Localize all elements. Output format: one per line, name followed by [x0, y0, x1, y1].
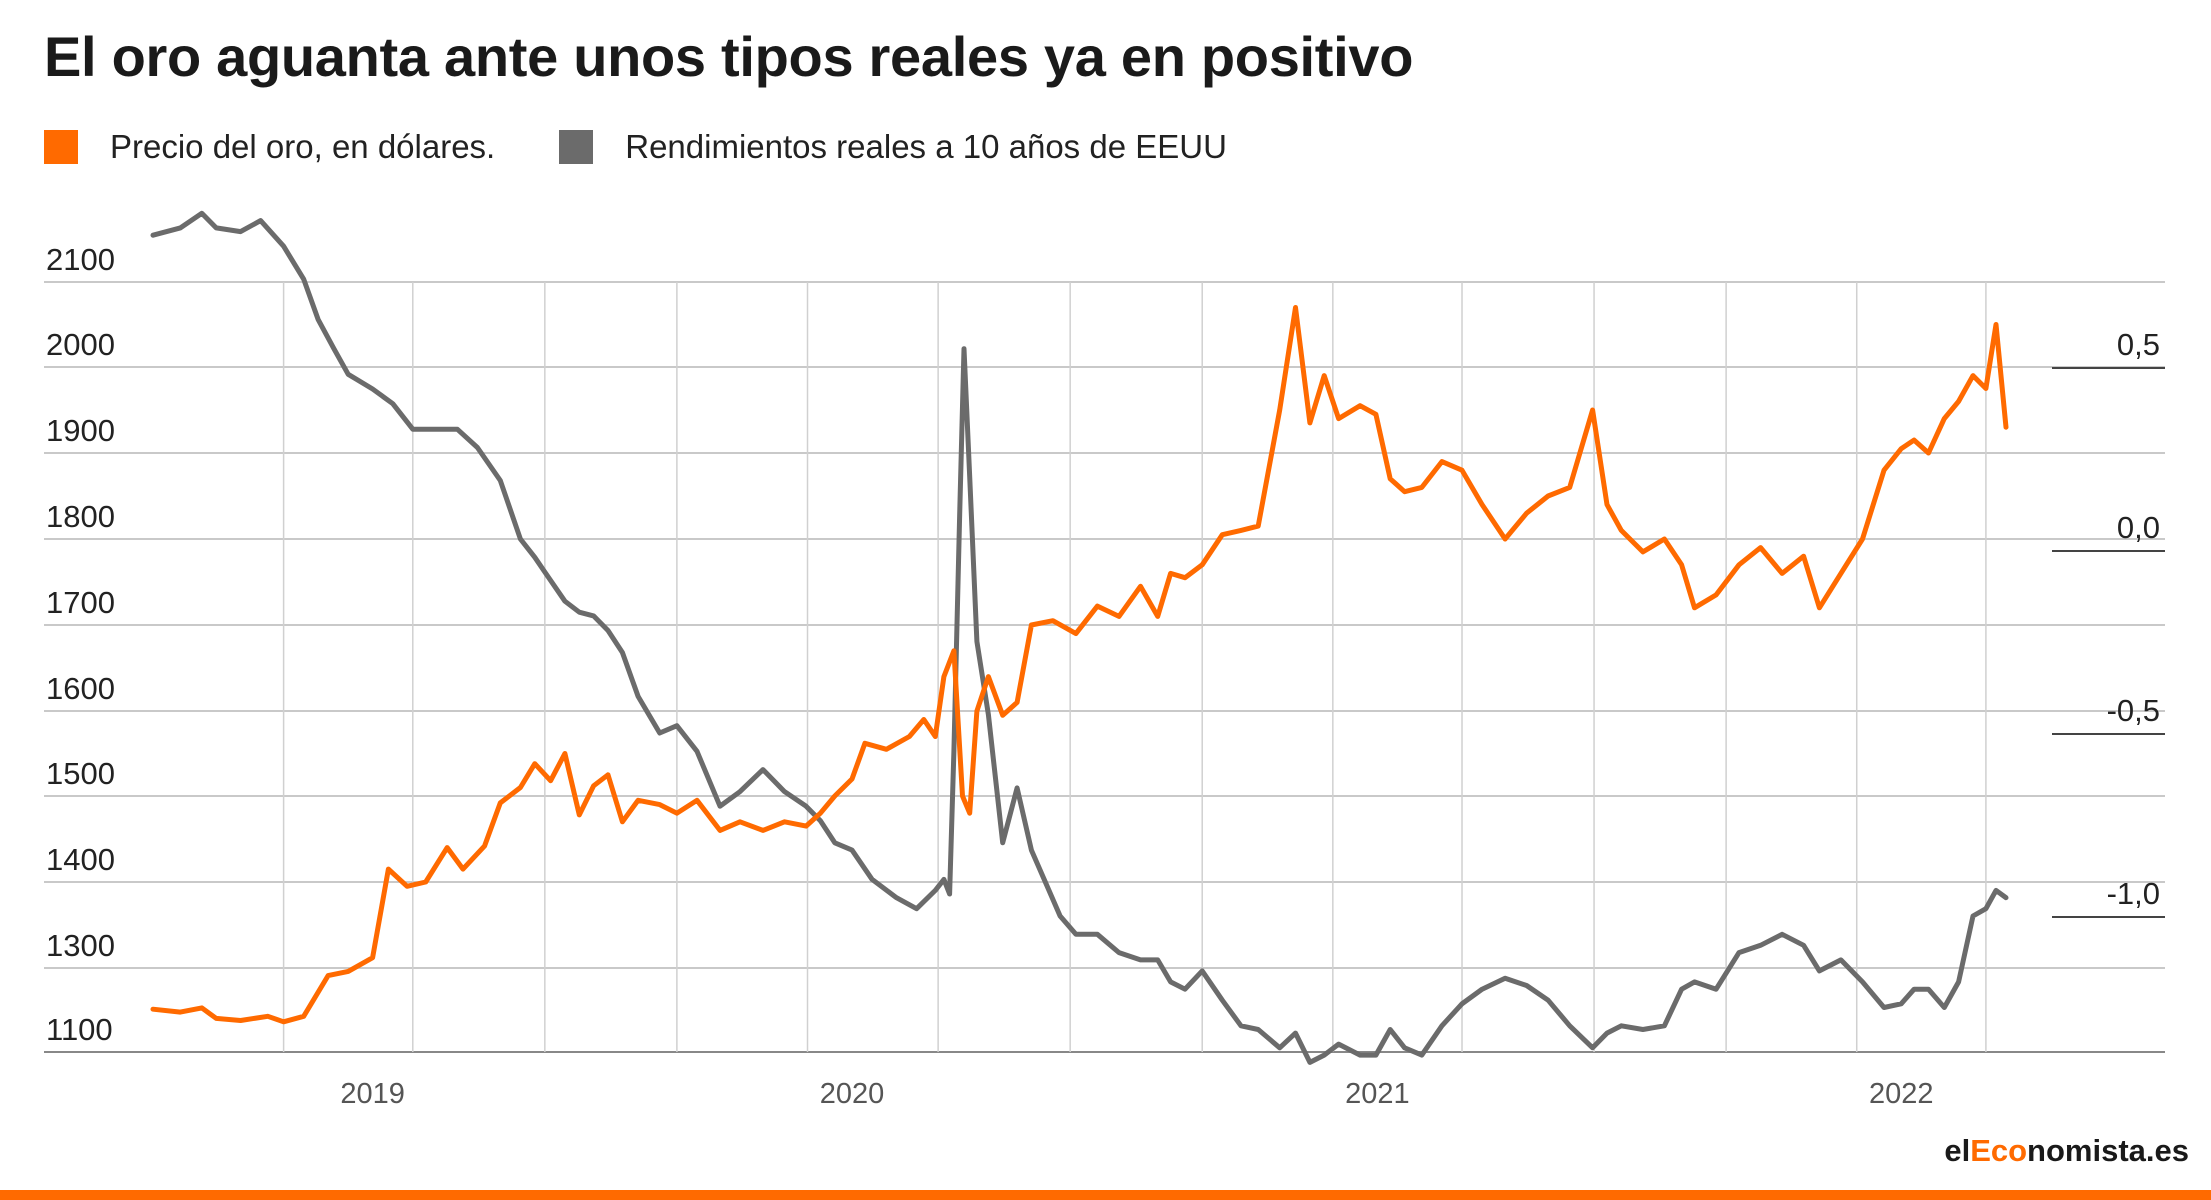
x-tick-label: 2021 [1345, 1078, 1410, 1110]
chart-title: El oro aguanta ante unos tipos reales ya… [44, 25, 1414, 88]
y-right-tick-label: 0,0 [2117, 510, 2160, 545]
series-line-real-yields [150, 210, 2009, 1065]
x-tick-label: 2020 [820, 1078, 885, 1110]
legend-item-gold: Precio del oro, en dólares. [44, 128, 495, 166]
y-right-tick-label: -0,5 [2107, 693, 2160, 728]
y-left-tick-label: 1800 [46, 499, 115, 534]
source-accent: Eco [1970, 1133, 2028, 1168]
y-left-tick-label: 1400 [46, 842, 115, 877]
series-line-gold-price [150, 305, 2009, 1025]
y-left-tick-label: 1700 [46, 585, 115, 620]
legend-swatch-gold [44, 130, 78, 164]
y-left-tick-label: 2100 [46, 242, 115, 277]
legend-item-yields: Rendimientos reales a 10 años de EEUU [559, 128, 1227, 166]
y-left-tick-label: 1300 [46, 928, 115, 963]
legend: Precio del oro, en dólares. Rendimientos… [44, 122, 1291, 172]
x-tick-label: 2022 [1869, 1078, 1934, 1110]
legend-label-gold: Precio del oro, en dólares. [110, 128, 496, 165]
source-suffix: nomista.es [2027, 1133, 2189, 1168]
bottom-accent-bar [0, 1190, 2211, 1200]
y-right-tick-label: -1,0 [2107, 876, 2160, 911]
source-logo: elEconomista.es [1944, 1133, 2189, 1169]
source-prefix: el [1944, 1133, 1971, 1168]
y-left-tick-label: 1100 [46, 1012, 113, 1047]
legend-swatch-yields [559, 130, 594, 164]
x-tick-label: 2019 [340, 1078, 405, 1110]
y-left-tick-label: 2000 [46, 327, 115, 362]
y-left-tick-label: 1600 [46, 671, 115, 706]
y-left-tick-label: 1500 [46, 756, 115, 791]
legend-label-yields: Rendimientos reales a 10 años de EEUU [625, 128, 1227, 165]
y-right-tick-label: 0,5 [2117, 327, 2160, 362]
y-left-tick-label: 1900 [46, 413, 115, 448]
